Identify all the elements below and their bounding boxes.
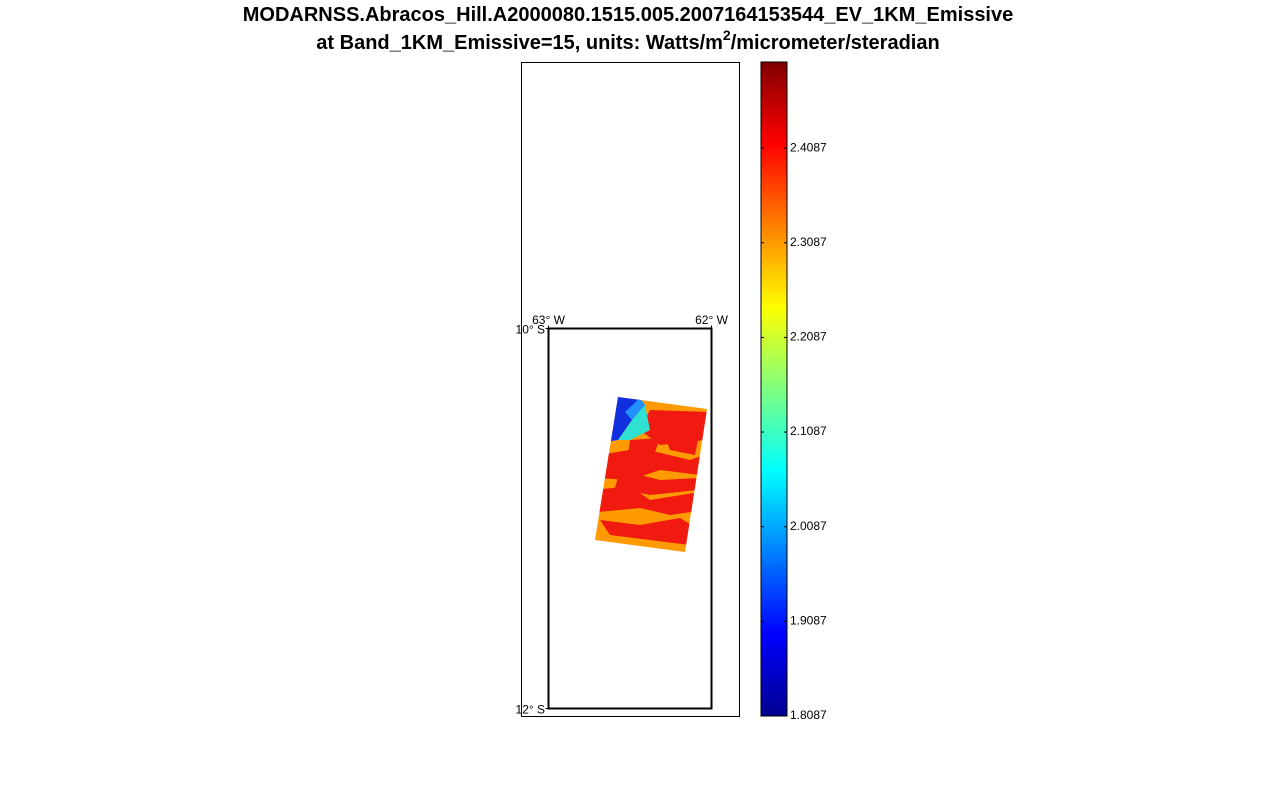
map-frame	[547, 327, 713, 710]
lat-label: 10° S	[516, 323, 545, 337]
title-line-1: MODARNSS.Abracos_Hill.A2000080.1515.005.…	[243, 4, 1014, 26]
colorbar-tick-label: 2.3087	[790, 235, 827, 249]
title-text: at Band_1KM_Emissive=15, units: Watts/m	[316, 32, 723, 54]
title-line-2: at Band_1KM_Emissive=15, units: Watts/m2…	[316, 27, 939, 54]
lon-label: 62° W	[695, 313, 728, 327]
colorbar-tick-label: 2.4087	[790, 140, 827, 154]
title-superscript: 2	[723, 27, 731, 43]
title-text: /micrometer/steradian	[731, 32, 940, 54]
colorbar-tick-label: 2.2087	[790, 330, 827, 344]
lon-label: 63° W	[532, 313, 565, 327]
colorbar-tick-label: 1.8087	[790, 708, 827, 722]
colorbar-ticks: 1.8087 1.9087 2.0087 2.1087 2.2087 2.3087 2.40…	[761, 140, 827, 722]
colorbar-tick-label: 2.0087	[790, 519, 827, 533]
colorbar-tick-label: 2.1087	[790, 424, 827, 438]
map-labels: 63° W 62° W 10° S 12° S	[516, 313, 729, 717]
lat-label: 12° S	[516, 703, 545, 717]
colorbar	[760, 61, 788, 717]
colorbar-tick-label: 1.9087	[790, 614, 827, 628]
axes-frame	[521, 62, 740, 717]
